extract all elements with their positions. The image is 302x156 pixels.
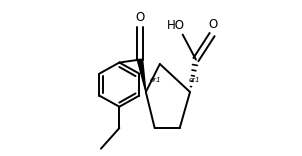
Text: O: O: [208, 18, 217, 31]
Text: O: O: [135, 10, 145, 24]
Text: HO: HO: [167, 19, 185, 32]
Text: or1: or1: [149, 77, 161, 83]
Text: or1: or1: [188, 77, 200, 83]
Polygon shape: [137, 59, 146, 92]
